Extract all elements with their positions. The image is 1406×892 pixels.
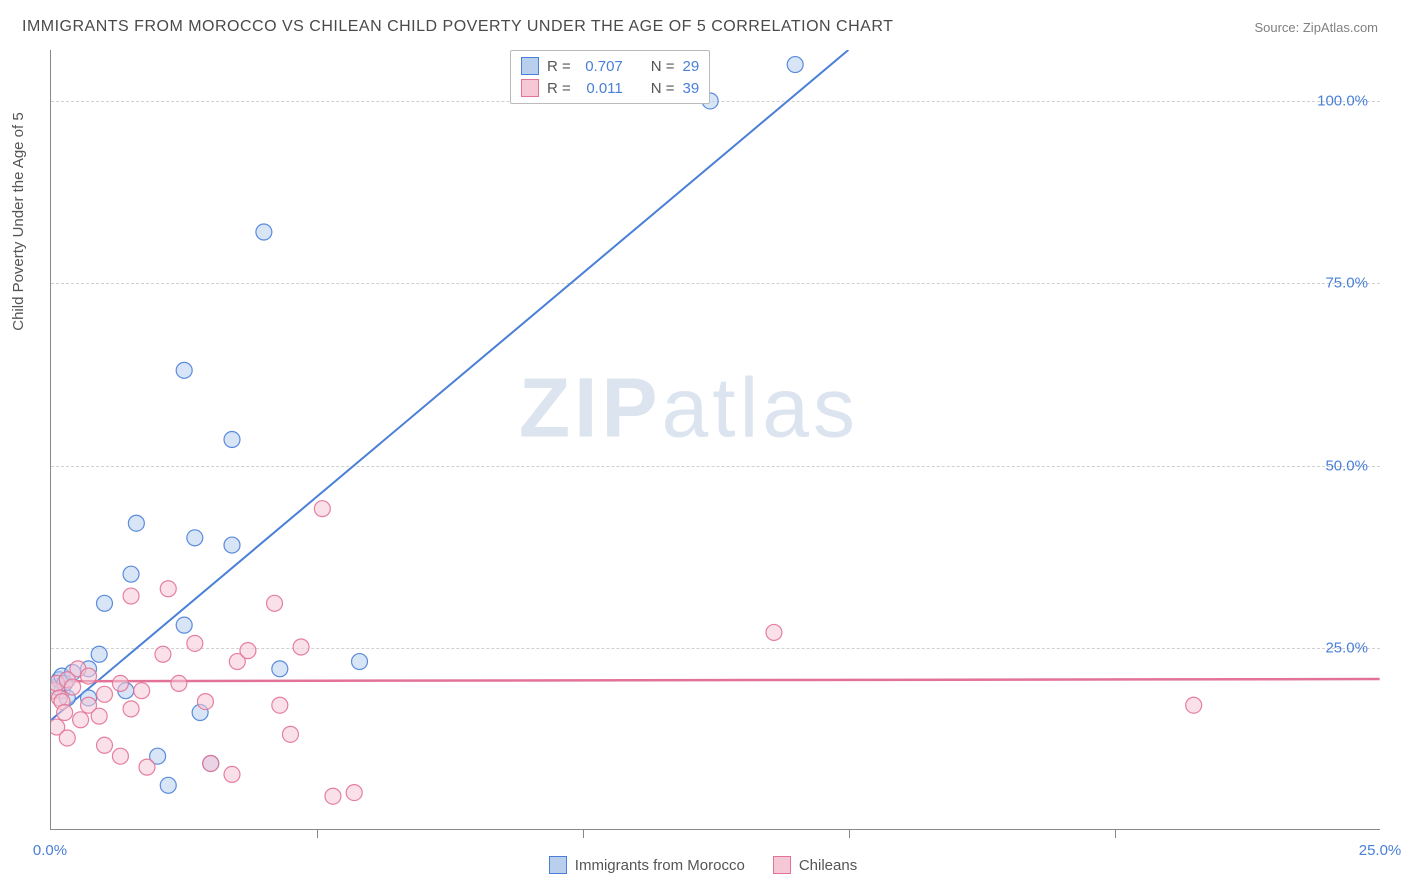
legend-swatch-icon <box>521 79 539 97</box>
data-point <box>224 766 240 782</box>
data-point <box>65 679 81 695</box>
data-point <box>787 57 803 73</box>
data-point <box>123 701 139 717</box>
r-value: 0.011 <box>579 80 623 97</box>
data-point <box>96 737 112 753</box>
data-point <box>91 708 107 724</box>
n-label: N = <box>651 80 675 97</box>
legend-label: Chileans <box>799 857 857 874</box>
data-point <box>123 566 139 582</box>
data-point <box>197 694 213 710</box>
x-tick <box>1115 830 1116 838</box>
correlation-row-0: R = 0.707 N = 29 <box>521 55 699 77</box>
data-point <box>81 668 97 684</box>
chart-container: IMMIGRANTS FROM MOROCCO VS CHILEAN CHILD… <box>0 0 1406 892</box>
data-point <box>139 759 155 775</box>
data-point <box>240 643 256 659</box>
trend-line-0 <box>51 50 848 720</box>
legend-label: Immigrants from Morocco <box>575 857 745 874</box>
x-tick-label: 0.0% <box>33 842 67 859</box>
y-axis-label: Child Poverty Under the Age of 5 <box>10 112 27 330</box>
data-point <box>272 661 288 677</box>
correlation-row-1: R = 0.011 N = 39 <box>521 77 699 99</box>
n-value: 39 <box>683 80 700 97</box>
n-value: 29 <box>683 58 700 75</box>
legend-item-0: Immigrants from Morocco <box>549 856 745 874</box>
data-point <box>73 712 89 728</box>
data-point <box>187 530 203 546</box>
data-point <box>267 595 283 611</box>
chart-svg <box>51 50 1380 829</box>
data-point <box>352 654 368 670</box>
data-point <box>96 686 112 702</box>
legend-swatch-icon <box>521 57 539 75</box>
x-tick <box>317 830 318 838</box>
data-point <box>112 748 128 764</box>
data-point <box>293 639 309 655</box>
data-point <box>112 675 128 691</box>
chart-title: IMMIGRANTS FROM MOROCCO VS CHILEAN CHILD… <box>22 18 893 36</box>
data-point <box>134 683 150 699</box>
data-point <box>224 432 240 448</box>
data-point <box>1186 697 1202 713</box>
data-point <box>155 646 171 662</box>
data-point <box>203 755 219 771</box>
legend-swatch-icon <box>773 856 791 874</box>
n-label: N = <box>651 58 675 75</box>
series-legend: Immigrants from Morocco Chileans <box>0 856 1406 878</box>
data-point <box>91 646 107 662</box>
data-point <box>176 362 192 378</box>
data-point <box>256 224 272 240</box>
data-point <box>160 581 176 597</box>
data-point <box>176 617 192 633</box>
x-tick <box>849 830 850 838</box>
r-label: R = <box>547 58 571 75</box>
data-point <box>128 515 144 531</box>
legend-item-1: Chileans <box>773 856 857 874</box>
r-value: 0.707 <box>579 58 623 75</box>
data-point <box>123 588 139 604</box>
legend-swatch-icon <box>549 856 567 874</box>
x-tick <box>583 830 584 838</box>
plot-area: ZIPatlas 25.0%50.0%75.0%100.0% <box>50 50 1380 830</box>
data-point <box>160 777 176 793</box>
r-label: R = <box>547 80 571 97</box>
data-point <box>59 730 75 746</box>
trend-line-1 <box>51 679 1379 681</box>
data-point <box>272 697 288 713</box>
data-point <box>282 726 298 742</box>
source-attribution: Source: ZipAtlas.com <box>1254 20 1378 35</box>
data-point <box>766 624 782 640</box>
data-point <box>96 595 112 611</box>
data-point <box>325 788 341 804</box>
x-tick-label: 25.0% <box>1359 842 1402 859</box>
correlation-legend: R = 0.707 N = 29 R = 0.011 N = 39 <box>510 50 710 104</box>
data-point <box>346 785 362 801</box>
data-point <box>314 501 330 517</box>
data-point <box>57 705 73 721</box>
data-point <box>187 635 203 651</box>
data-point <box>224 537 240 553</box>
data-point <box>171 675 187 691</box>
